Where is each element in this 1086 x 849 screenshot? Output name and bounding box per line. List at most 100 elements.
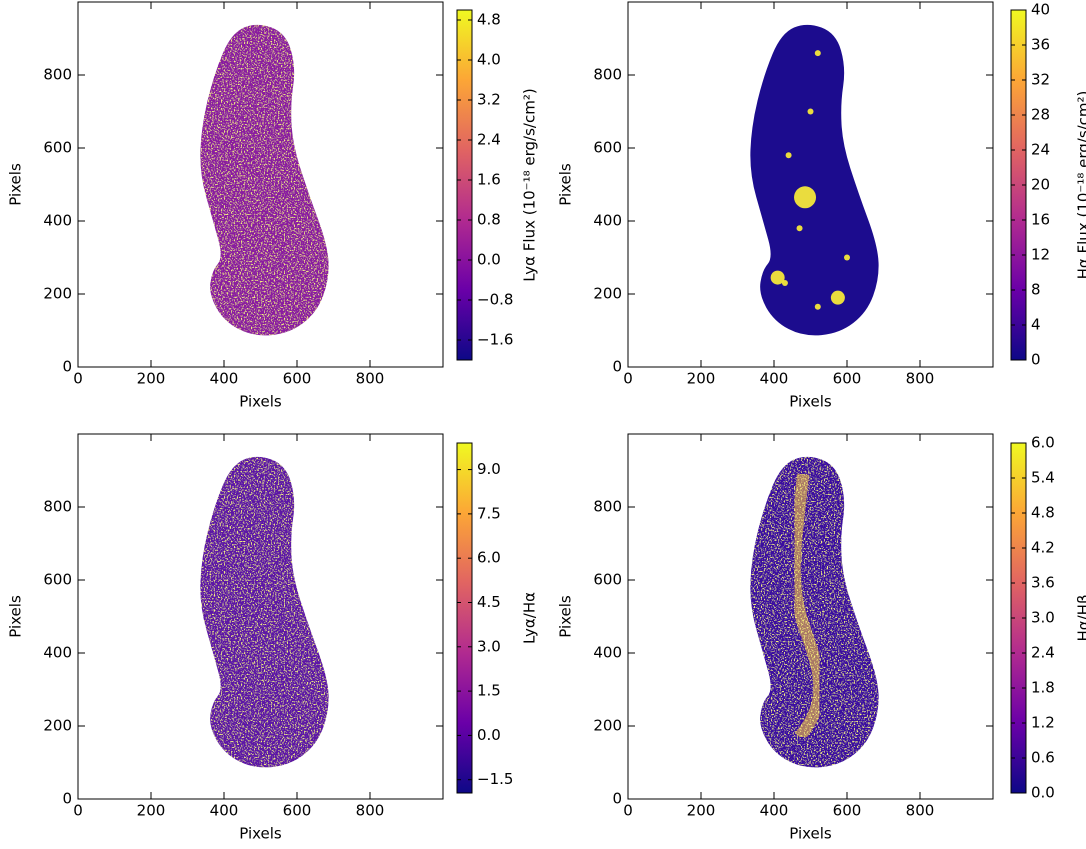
x-tick-label: 800 — [356, 370, 385, 388]
x-tick-label: 0 — [73, 370, 83, 388]
x-tick-label: 400 — [760, 802, 789, 820]
colorbar-tick-label: 40 — [1031, 1, 1050, 19]
bright-knot — [796, 225, 803, 232]
colorbar-tick-label: 0.8 — [477, 211, 501, 229]
colorbar-label: Hα Flux (10⁻¹⁸ erg/s/cm²) — [1075, 91, 1086, 280]
y-tick-label: 0 — [62, 790, 72, 808]
x-tick-label: 0 — [623, 370, 633, 388]
x-tick-label: 400 — [210, 370, 239, 388]
colorbar-tick-label: 16 — [1031, 211, 1050, 229]
colorbar-tick-label: 2.4 — [1031, 644, 1055, 662]
colorbar-tick-label: 12 — [1031, 246, 1050, 264]
x-axis-label: Pixels — [789, 825, 832, 843]
y-tick-label: 600 — [43, 571, 72, 589]
y-axis-label: Pixels — [7, 163, 25, 206]
x-tick-label: 600 — [283, 370, 312, 388]
x-tick-label: 800 — [906, 370, 935, 388]
bright-ridge — [788, 473, 826, 741]
y-tick-label: 800 — [593, 498, 622, 516]
image-map — [200, 456, 329, 768]
y-tick-label: 800 — [43, 498, 72, 516]
colorbar-label: Hα/Hβ — [1075, 594, 1086, 641]
y-axis-label: Pixels — [557, 595, 575, 638]
colorbar-tick-label: 1.5 — [477, 682, 501, 700]
colorbar-tick-label: 1.6 — [477, 171, 501, 189]
y-tick-label: 400 — [593, 212, 622, 230]
colorbar-tick-label: 36 — [1031, 36, 1050, 54]
y-axis-label: Pixels — [557, 163, 575, 206]
colorbar-tick-label: 6.0 — [477, 549, 501, 567]
x-tick-label: 600 — [283, 802, 312, 820]
axes-frame — [77, 433, 444, 800]
y-tick-label: 800 — [593, 66, 622, 84]
bright-knot — [814, 303, 821, 310]
colorbar-tick-label: −1.6 — [477, 331, 513, 349]
colorbar-tick-label: 28 — [1031, 106, 1050, 124]
y-tick-label: 400 — [43, 644, 72, 662]
bright-knot — [807, 108, 814, 115]
y-axis-label: Pixels — [7, 595, 25, 638]
colorbar-tick-label: 3.0 — [1031, 609, 1055, 627]
colorbar-tick-label: 4.8 — [477, 11, 501, 29]
bright-knot — [844, 254, 850, 261]
axes-frame — [627, 1, 994, 368]
x-tick-label: 0 — [623, 802, 633, 820]
x-tick-label: 400 — [210, 802, 239, 820]
colorbar-tick-label: 32 — [1031, 71, 1050, 89]
axes-frame — [627, 433, 994, 800]
colorbar-tick-label: 4.5 — [477, 593, 501, 611]
colorbar-tick-label: 3.6 — [1031, 574, 1055, 592]
x-axis-label: Pixels — [789, 393, 832, 411]
y-tick-label: 200 — [593, 285, 622, 303]
colorbar-tick-label: 6.0 — [1031, 434, 1055, 452]
colorbar — [456, 442, 473, 794]
colorbar-tick-label: 0.0 — [477, 251, 501, 269]
x-tick-label: 200 — [687, 370, 716, 388]
colorbar-tick-label: 9.0 — [477, 460, 501, 478]
image-map — [750, 456, 879, 768]
y-tick-label: 400 — [593, 644, 622, 662]
colorbar-tick-label: 4.8 — [1031, 504, 1055, 522]
colorbar-tick-label: 4.2 — [1031, 539, 1055, 557]
colorbar-tick-label: 0 — [1031, 351, 1041, 369]
image-map — [200, 24, 329, 336]
image-map — [750, 24, 879, 336]
bright-knot — [770, 270, 785, 285]
y-tick-label: 200 — [43, 717, 72, 735]
y-tick-label: 600 — [593, 571, 622, 589]
colorbar-tick-label: 4 — [1031, 316, 1041, 334]
x-tick-label: 200 — [687, 802, 716, 820]
y-tick-label: 0 — [612, 358, 622, 376]
colorbar-label: Lyα Flux (10⁻¹⁸ erg/s/cm²) — [521, 88, 539, 281]
y-tick-label: 600 — [593, 139, 622, 157]
x-tick-label: 600 — [833, 802, 862, 820]
y-tick-label: 200 — [593, 717, 622, 735]
colorbar-tick-label: 1.2 — [1031, 714, 1055, 732]
bright-knot — [785, 152, 792, 159]
x-axis-label: Pixels — [239, 393, 282, 411]
y-tick-label: 400 — [43, 212, 72, 230]
colorbar-tick-label: 20 — [1031, 176, 1050, 194]
x-tick-label: 0 — [73, 802, 83, 820]
y-tick-label: 800 — [43, 66, 72, 84]
y-tick-label: 0 — [612, 790, 622, 808]
colorbar-tick-label: −0.8 — [477, 291, 513, 309]
x-axis-label: Pixels — [239, 825, 282, 843]
y-tick-label: 600 — [43, 139, 72, 157]
x-tick-label: 200 — [137, 370, 166, 388]
y-tick-label: 0 — [62, 358, 72, 376]
bright-knot — [781, 280, 788, 287]
colorbar-tick-label: 4.0 — [477, 51, 501, 69]
colorbar — [456, 9, 473, 361]
bright-knot — [830, 290, 845, 305]
colorbar-tick-label: 24 — [1031, 141, 1050, 159]
colorbar-tick-label: 0.6 — [1031, 749, 1055, 767]
colorbar-tick-label: 1.8 — [1031, 679, 1055, 697]
x-tick-label: 600 — [833, 370, 862, 388]
bright-knot — [814, 50, 821, 57]
axes-frame — [77, 1, 444, 368]
colorbar-tick-label: 0.0 — [1031, 784, 1055, 802]
colorbar-tick-label: 3.0 — [477, 637, 501, 655]
x-tick-label: 800 — [356, 802, 385, 820]
